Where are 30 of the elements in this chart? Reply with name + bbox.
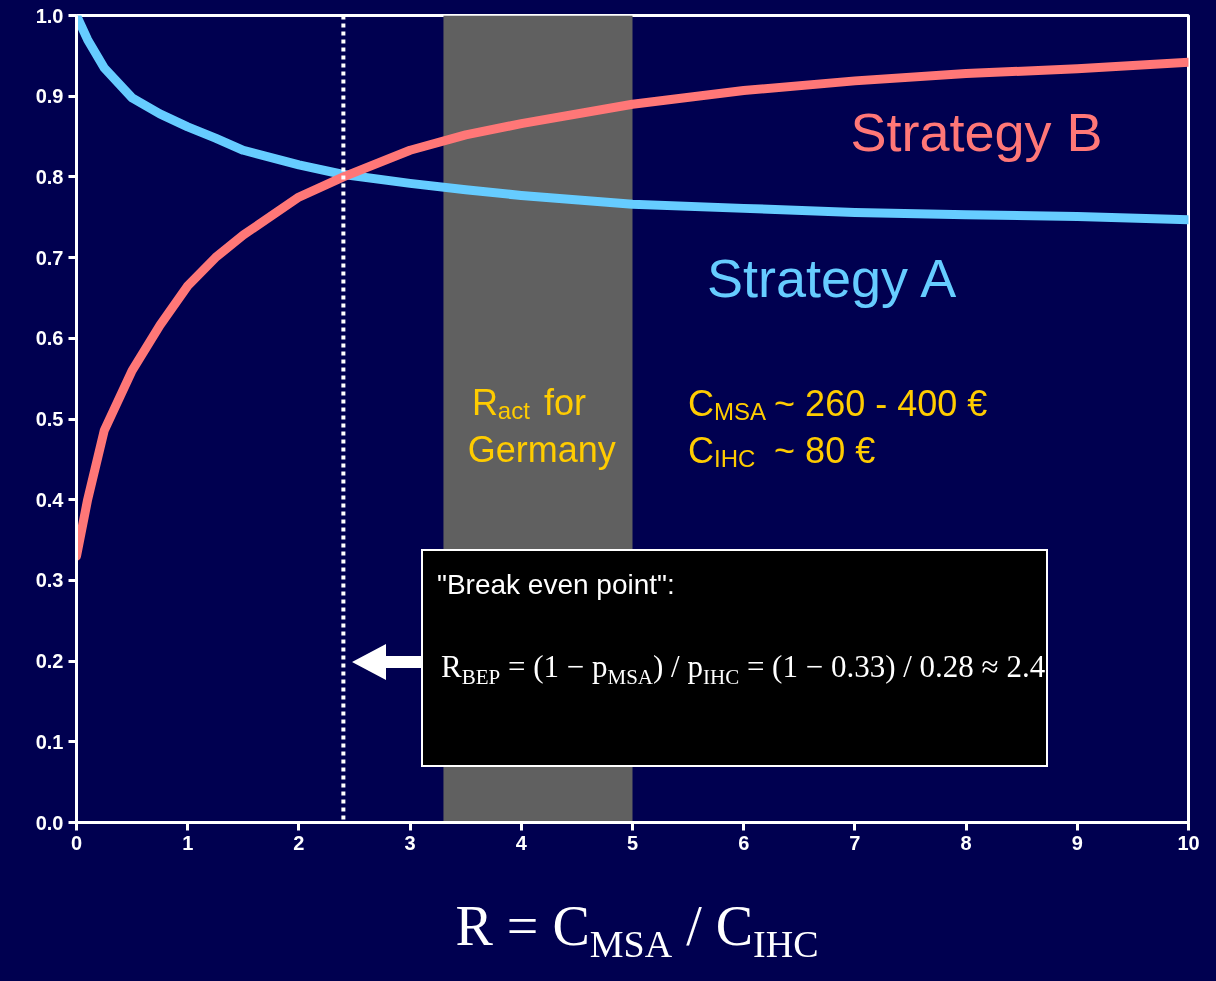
- x-tick-label: 4: [515, 831, 528, 854]
- y-tick-label: 0.3: [35, 569, 64, 592]
- picture-formula-box: "Break even point": R$_{BEP}$ = (1 − p$_{MSA}$) / p$_{IHC}$ = (1 − 0.33) / 0.28 ≈ 2.4: [421, 549, 1048, 767]
- x-tick-label: 2: [293, 831, 305, 854]
- x-tick-label: 9: [1071, 831, 1083, 854]
- x-tick-label: 7: [849, 831, 861, 854]
- x-tick-label: 8: [960, 831, 972, 854]
- annotation: R$_{BEP}$ = (1 − p$_{MSA}$) / p$_{IHC}$ = (1 − 0.33) / 0.28 ≈ 2.4: [441, 648, 1046, 692]
- y-tick-label: 0.1: [35, 730, 64, 753]
- y-tick-label: 1.0: [35, 4, 64, 27]
- text: CMSA ~ 260 - 400 € CIHC ~ 80 €: [688, 383, 988, 473]
- y-tick-label: 0.0: [35, 811, 64, 834]
- y-tick-label: 0.6: [35, 327, 64, 350]
- y-tick-label: 0.2: [35, 650, 64, 673]
- y-tick-label: 0.5: [35, 408, 64, 430]
- x-tick-label: 0: [70, 831, 83, 854]
- y-tick-label: 0.8: [35, 165, 64, 188]
- annotation: "Break even point":: [437, 568, 676, 602]
- series-label: Strategy A: [707, 247, 957, 308]
- x-tick-label: 5: [626, 831, 639, 854]
- x-tick-label: 6: [738, 831, 750, 854]
- x-tick-label: 1: [182, 831, 194, 854]
- x-tick-label: 3: [404, 831, 416, 854]
- y-tick-label: 0.4: [35, 488, 65, 511]
- x-axis-title: R = C$_{MSA}$ / C$_{IHC}$: [454, 894, 820, 968]
- y-tick-label: 0.7: [35, 246, 64, 269]
- band-label: Ract for Germany: [467, 381, 616, 470]
- x-tick-label: 10: [1177, 831, 1200, 854]
- y-tick-label: 0.9: [35, 85, 64, 108]
- series-label: Strategy B: [850, 102, 1103, 163]
